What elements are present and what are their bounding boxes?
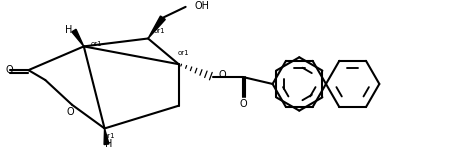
Text: OH: OH <box>195 1 209 11</box>
Text: or1: or1 <box>178 50 189 56</box>
Text: O: O <box>66 107 74 117</box>
Polygon shape <box>72 29 84 46</box>
Polygon shape <box>148 16 165 39</box>
Text: or1: or1 <box>154 28 166 34</box>
Text: O: O <box>6 65 13 75</box>
Text: O: O <box>239 99 247 109</box>
Text: O: O <box>218 70 226 80</box>
Text: or1: or1 <box>104 133 115 139</box>
Polygon shape <box>104 128 109 145</box>
Text: H: H <box>105 139 112 149</box>
Text: H: H <box>65 25 73 35</box>
Text: or1: or1 <box>91 42 102 47</box>
